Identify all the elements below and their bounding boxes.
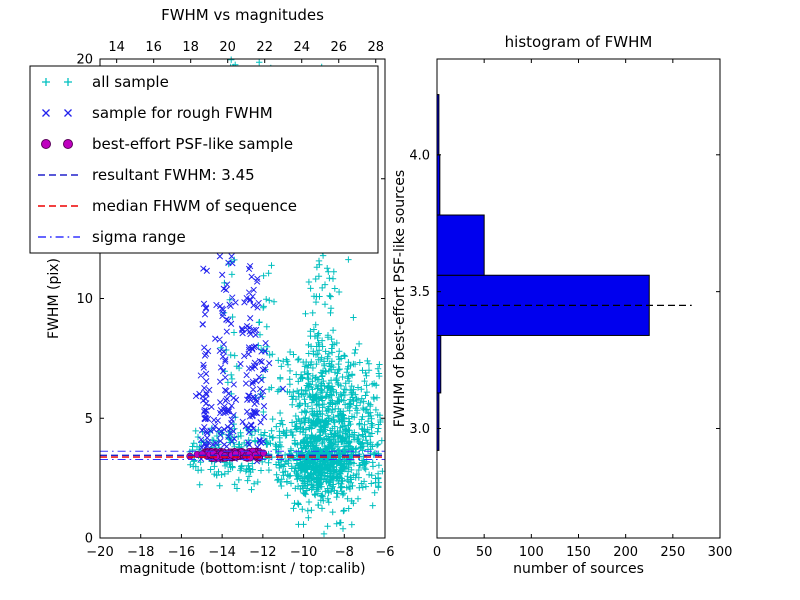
x-top-tick-label: 26 xyxy=(330,40,347,55)
y-tick-label: 0 xyxy=(85,532,93,547)
x-top-tick-label: 22 xyxy=(256,40,273,55)
x-top-tick-label: 18 xyxy=(182,40,199,55)
legend-label: resultant FWHM: 3.45 xyxy=(92,166,255,184)
x-top-tick-label: 20 xyxy=(219,40,236,55)
legend-label: sigma range xyxy=(92,228,186,246)
right-plot-title: histogram of FWHM xyxy=(505,33,653,51)
y-tick-label: 3.0 xyxy=(409,422,430,437)
right-plot-ticks: 0 50 100 150 200 250 300 3.0 3.5 4.0 xyxy=(409,59,732,560)
x-tick-label: −20 xyxy=(86,545,113,560)
histogram-bars xyxy=(436,94,650,451)
x-tick-label: −8 xyxy=(335,545,354,560)
x-tick-label: −18 xyxy=(127,545,154,560)
x-tick-label: 200 xyxy=(613,545,638,560)
x-tick-label: −6 xyxy=(375,545,394,560)
x-tick-label: 100 xyxy=(519,545,544,560)
x-tick-label: −12 xyxy=(249,545,276,560)
x-tick-label: 150 xyxy=(566,545,591,560)
legend-label: best-effort PSF-like sample xyxy=(92,135,293,153)
y-tick-label: 10 xyxy=(76,292,93,307)
legend-label: median FHWM of sequence xyxy=(92,197,297,215)
legend: all sample sample for rough FWHM best-effo… xyxy=(29,65,379,254)
x-tick-label: −14 xyxy=(208,545,235,560)
x-tick-label: 0 xyxy=(433,545,441,560)
x-top-tick-label: 28 xyxy=(367,40,384,55)
y-tick-label: 4.0 xyxy=(409,148,430,163)
x-top-tick-label: 14 xyxy=(108,40,125,55)
legend-label: all sample xyxy=(92,73,169,91)
left-plot-ylabel: FWHM (pix) xyxy=(46,258,62,339)
right-plot-ylabel: FWHM of best-effort PSF-like sources xyxy=(392,170,408,427)
right-plot-xlabel: number of sources xyxy=(513,561,644,577)
left-plot-title: FWHM vs magnitudes xyxy=(161,6,324,24)
histogram-bar xyxy=(436,334,442,394)
x-tick-label: 300 xyxy=(708,545,733,560)
x-top-tick-label: 16 xyxy=(145,40,162,55)
histogram-bar xyxy=(436,214,485,276)
y-tick-label: 5 xyxy=(85,412,93,427)
x-tick-label: 50 xyxy=(476,545,493,560)
y-tick-label: 20 xyxy=(76,53,93,68)
x-top-tick-label: 24 xyxy=(293,40,310,55)
x-tick-label: 250 xyxy=(660,545,685,560)
y-tick-label: 3.5 xyxy=(409,285,430,300)
left-plot-reference-lines xyxy=(100,450,385,460)
legend-box xyxy=(29,65,379,254)
legend-label: sample for rough FWHM xyxy=(92,104,273,122)
x-tick-label: −16 xyxy=(168,545,195,560)
left-plot-xlabel: magnitude (bottom:isnt / top:calib) xyxy=(119,561,365,577)
x-tick-label: −10 xyxy=(290,545,317,560)
